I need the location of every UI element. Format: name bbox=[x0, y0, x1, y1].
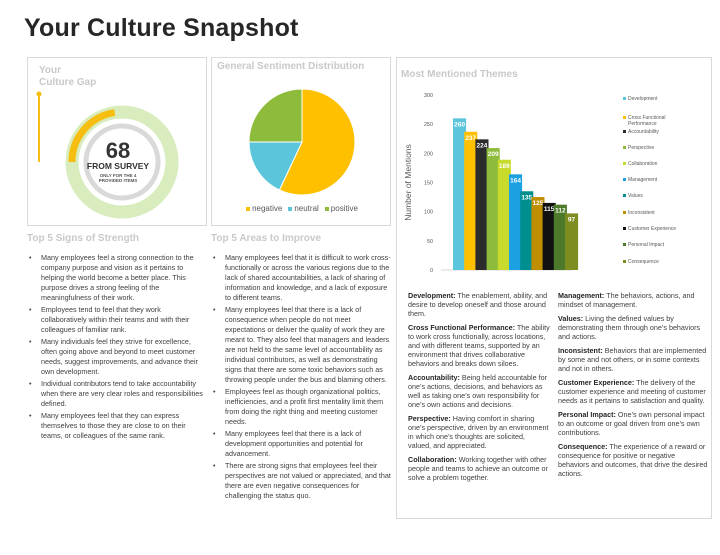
y-tick-label: 250 bbox=[424, 122, 433, 128]
bar-value-label: 189 bbox=[499, 163, 510, 170]
sentiment-panel: General Sentiment Distribution negative n… bbox=[211, 57, 391, 226]
y-tick-label: 200 bbox=[424, 151, 433, 157]
definition-management: Management: The behaviors, actions, and … bbox=[558, 291, 708, 309]
bar-Accountability bbox=[475, 139, 488, 270]
legend-swatch bbox=[623, 260, 626, 263]
y-tick-label: 300 bbox=[424, 93, 433, 99]
legend-label: neutral bbox=[294, 204, 318, 213]
bar-Values bbox=[520, 191, 533, 270]
bar-Management bbox=[509, 174, 522, 270]
legend-swatch bbox=[623, 211, 626, 214]
legend-label: Development bbox=[628, 96, 658, 102]
bar-value-label: 224 bbox=[477, 142, 488, 149]
y-tick-label: 0 bbox=[430, 268, 433, 274]
list-item: Employees feel as though organizational … bbox=[211, 387, 391, 427]
y-tick-label: 50 bbox=[427, 239, 433, 245]
y-tick-label: 100 bbox=[424, 210, 433, 216]
bar-value-label: 97 bbox=[568, 216, 576, 223]
list-item: Many employees feel that there is a lack… bbox=[211, 305, 391, 385]
definition-customer-experience: Customer Experience: The delivery of the… bbox=[558, 378, 708, 405]
gap-leader-dot bbox=[37, 92, 42, 97]
list-item: Individual contributors tend to take acc… bbox=[27, 379, 204, 409]
legend-swatch bbox=[623, 97, 626, 100]
legend-label: Management bbox=[628, 177, 658, 183]
legend-label: Inconsistent bbox=[628, 210, 655, 216]
bar-Cross Functional Performance bbox=[464, 132, 477, 270]
legend-swatch bbox=[623, 146, 626, 149]
legend-label: Collaboration bbox=[628, 161, 658, 167]
legend-item-neutral: neutral bbox=[288, 204, 318, 213]
definition-inconsistent: Inconsistent: Behaviors that are impleme… bbox=[558, 346, 708, 373]
list-item: Many employees feel a strong connection … bbox=[27, 253, 204, 303]
legend-label: Values bbox=[628, 193, 643, 199]
legend-label: positive bbox=[331, 204, 358, 213]
legend-swatch bbox=[623, 162, 626, 165]
definition-development: Development: The enablement, ability, an… bbox=[408, 291, 550, 318]
list-item: Many employees feel that there is a lack… bbox=[211, 429, 391, 459]
legend-swatch bbox=[623, 116, 626, 119]
definition-accountability: Accountability: Being held accountable f… bbox=[408, 373, 550, 409]
legend-label: Customer Experience bbox=[628, 226, 676, 232]
list-item: Many employees feel that it is difficult… bbox=[211, 253, 391, 303]
culture-gap-subtitle: FROM SURVEY bbox=[28, 161, 208, 171]
bar-Inconsistent bbox=[531, 197, 544, 270]
legend-item-positive: positive bbox=[325, 204, 358, 213]
bar-Development bbox=[453, 118, 466, 270]
definitions-right: Management: The behaviors, actions, and … bbox=[558, 291, 708, 483]
sentiment-legend: negative neutral positive bbox=[212, 204, 392, 213]
legend-swatch bbox=[623, 194, 626, 197]
legend-label: Perspective bbox=[628, 145, 654, 151]
legend-label: Cross Functional Performance bbox=[628, 115, 666, 127]
page-title: Your Culture Snapshot bbox=[24, 14, 299, 43]
bar-value-label: 112 bbox=[555, 208, 566, 215]
definition-consequence: Consequence: The experience of a reward … bbox=[558, 442, 708, 478]
legend-swatch bbox=[246, 207, 250, 211]
legend-swatch bbox=[325, 207, 329, 211]
strengths-list: Many employees feel a strong connection … bbox=[27, 253, 204, 443]
legend-swatch bbox=[623, 227, 626, 230]
strengths-title: Top 5 Signs of Strength bbox=[27, 233, 139, 244]
list-item: There are strong signs that employees fe… bbox=[211, 461, 391, 501]
legend-swatch bbox=[623, 130, 626, 133]
bar-Collaboration bbox=[498, 160, 511, 270]
list-item: Many individuals feel they strive for ex… bbox=[27, 337, 204, 377]
improvements-title: Top 5 Areas to Improve bbox=[211, 233, 321, 244]
bar-value-label: 135 bbox=[521, 194, 532, 201]
legend-label: Personal Impact bbox=[628, 242, 665, 248]
bar-value-label: 209 bbox=[488, 151, 499, 158]
definition-collaboration: Collaboration: Working together with oth… bbox=[408, 455, 550, 482]
legend-label: negative bbox=[252, 204, 282, 213]
list-item: Employees tend to feel that they work co… bbox=[27, 305, 204, 335]
bar-value-label: 115 bbox=[544, 206, 555, 213]
definition-values: Values: Living the defined values by dem… bbox=[558, 314, 708, 341]
bar-Customer Experience bbox=[543, 203, 556, 270]
definition-perspective: Perspective: Having comfort in sharing o… bbox=[408, 414, 550, 450]
legend-item-negative: negative bbox=[246, 204, 282, 213]
legend-swatch bbox=[623, 178, 626, 181]
definition-personal-impact: Personal Impact: One’s own personal impa… bbox=[558, 410, 708, 437]
legend-label: Consequence bbox=[628, 259, 659, 265]
sentiment-pie-chart bbox=[212, 58, 392, 227]
legend-swatch bbox=[288, 207, 292, 211]
bar-Perspective bbox=[487, 148, 500, 270]
legend-label: Accountability bbox=[628, 129, 659, 135]
culture-gap-note: ONLY FOR THE 4 PROVIDED ITEMS bbox=[93, 173, 143, 183]
bar-value-label: 125 bbox=[533, 200, 544, 207]
definition-cross-functional: Cross Functional Performance: The abilit… bbox=[408, 323, 550, 368]
y-axis-label: Number of Mentions bbox=[403, 144, 413, 221]
culture-gap-panel: Your Culture Gap 68 FROM SURVEY ONLY FOR… bbox=[27, 57, 207, 226]
y-tick-label: 150 bbox=[424, 181, 433, 187]
bar-value-label: 164 bbox=[510, 177, 521, 184]
pie-slice-positive bbox=[249, 89, 302, 142]
improvements-list: Many employees feel that it is difficult… bbox=[211, 253, 391, 503]
definitions-left: Development: The enablement, ability, an… bbox=[408, 291, 550, 487]
bar-value-label: 260 bbox=[454, 121, 465, 128]
legend-swatch bbox=[623, 243, 626, 246]
bar-value-label: 237 bbox=[465, 135, 476, 142]
list-item: Many employees feel that they can expres… bbox=[27, 411, 204, 441]
